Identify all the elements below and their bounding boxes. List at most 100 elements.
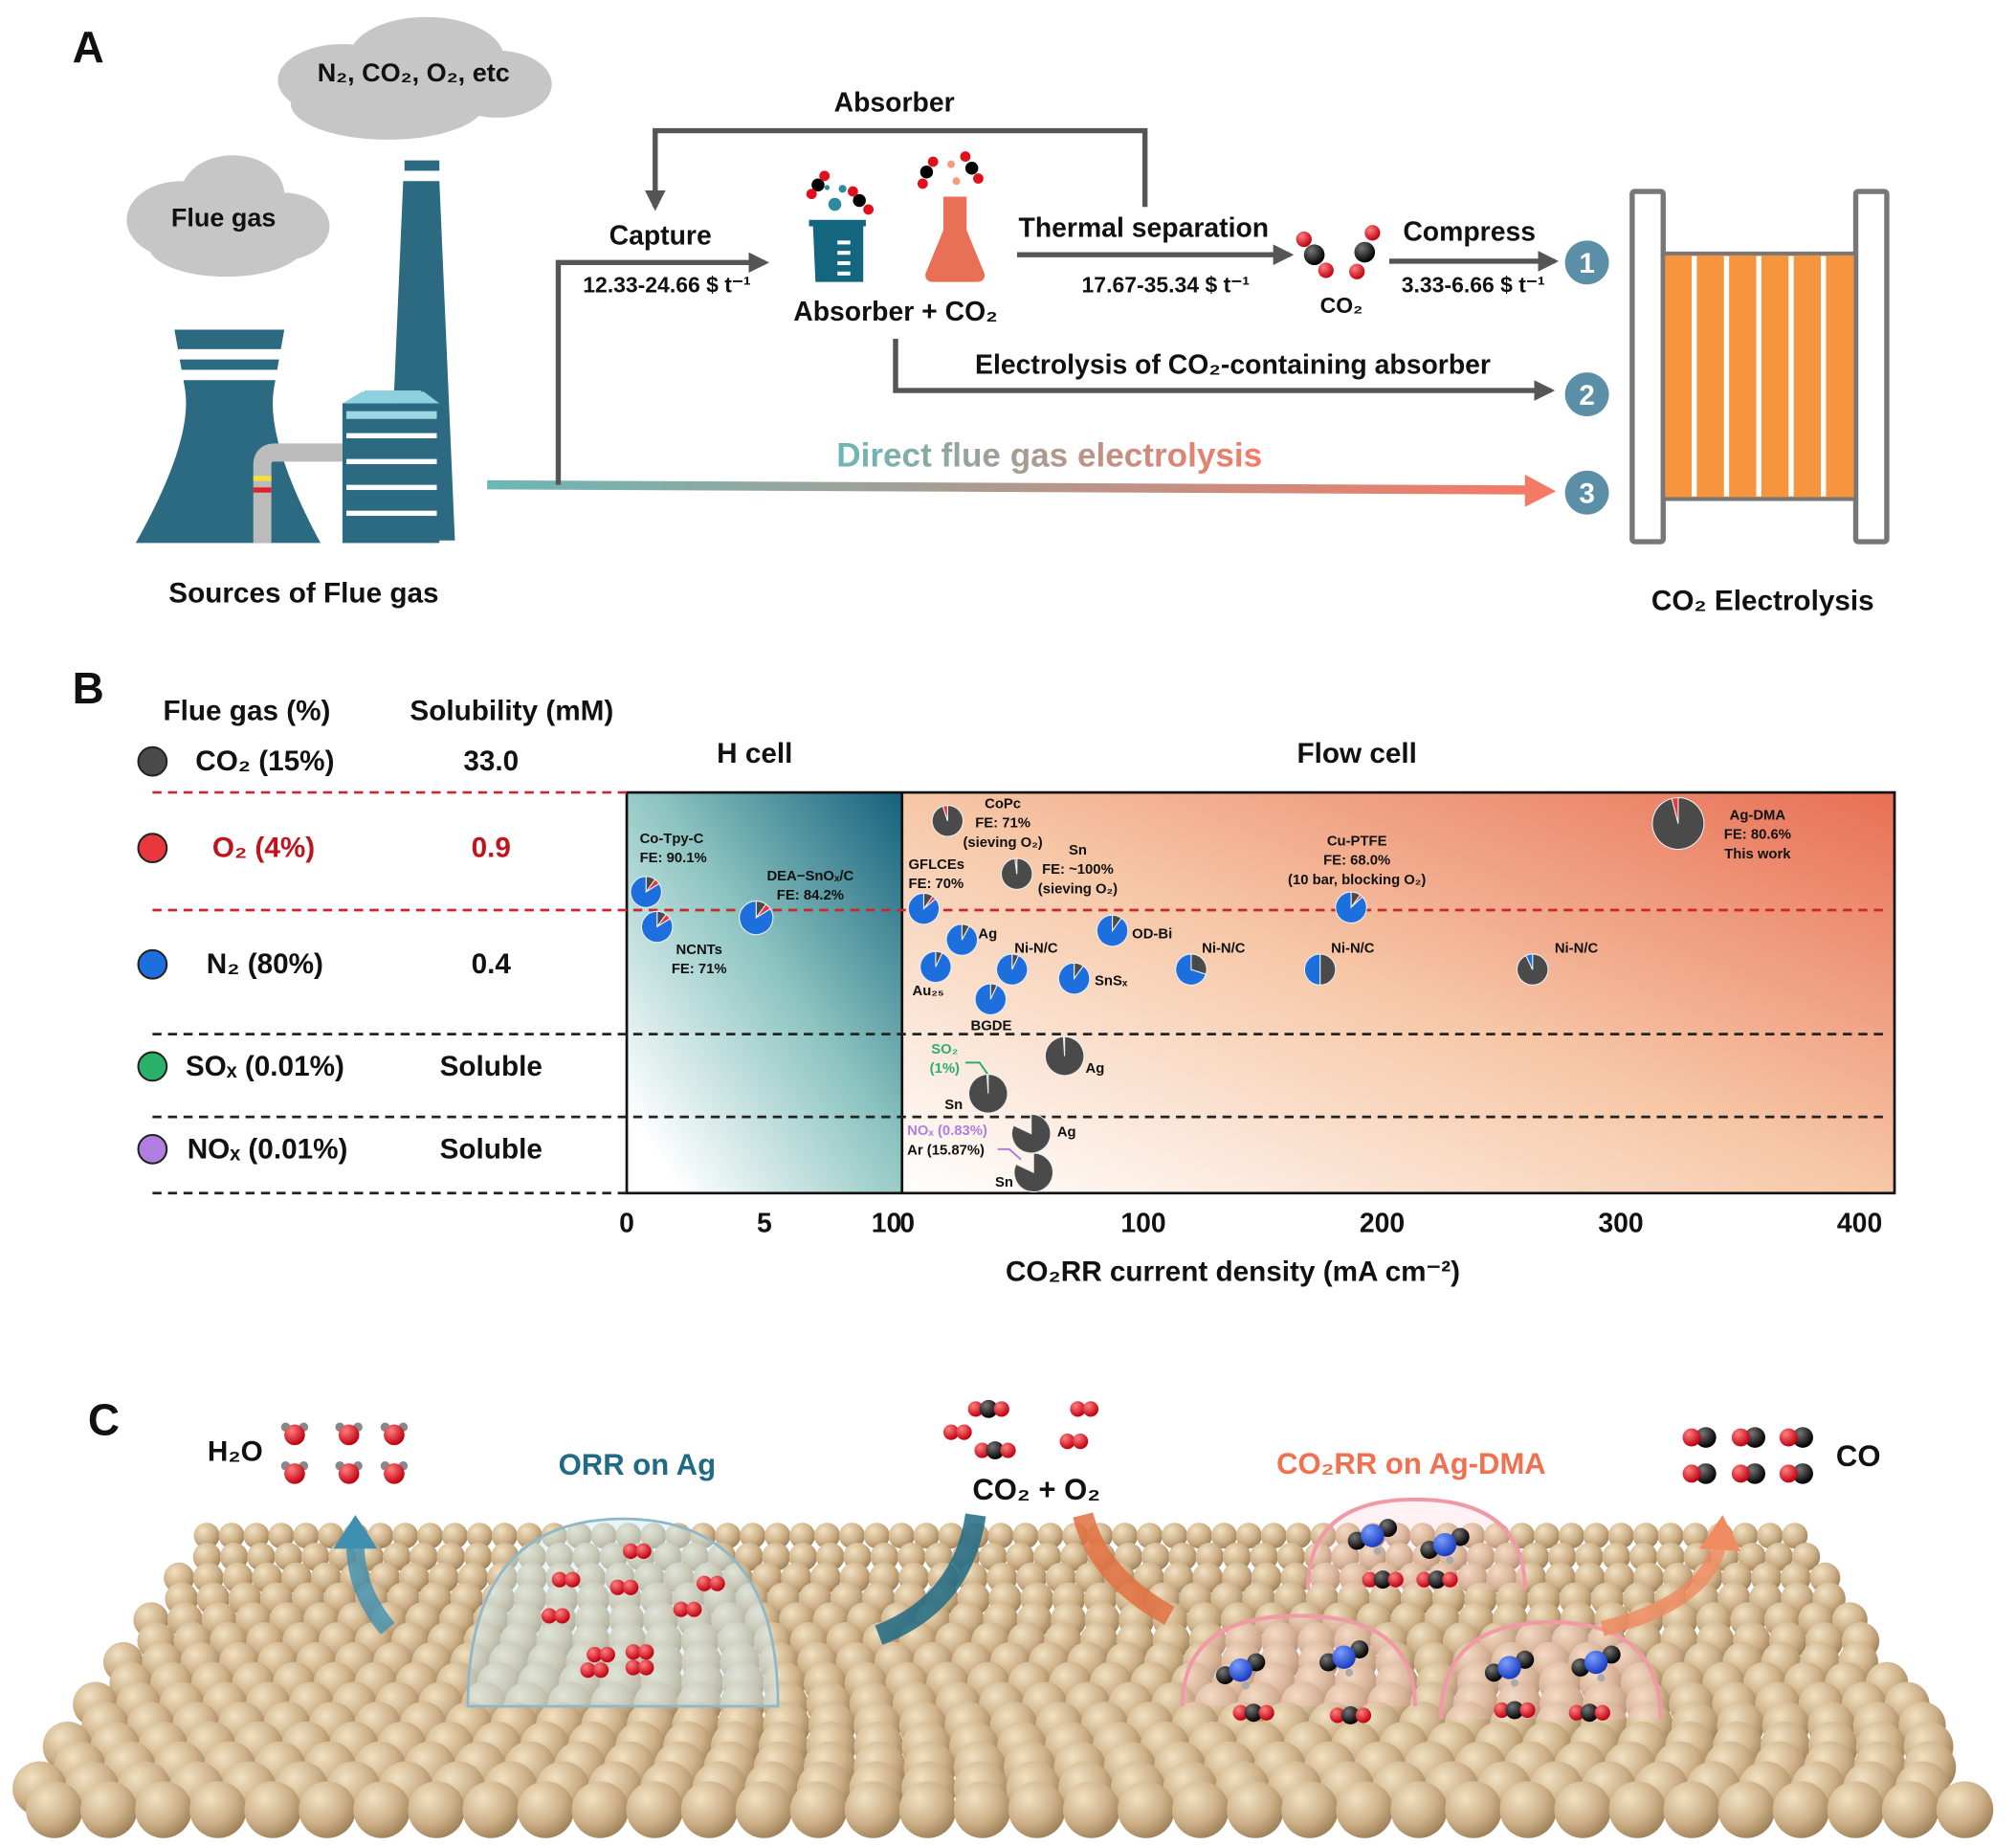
cloud-emissions <box>277 16 552 141</box>
arrowhead-icon <box>1524 474 1557 507</box>
gas-dot-icon <box>137 1133 168 1165</box>
tick-label: 0 <box>619 1208 634 1238</box>
atom <box>1070 1401 1086 1417</box>
point-label: CoPc FE: 71% (sieving O₂) <box>963 796 1042 851</box>
point-label-line: GFLCEs <box>909 857 965 873</box>
ag-atom <box>1390 1781 1448 1838</box>
ag-atom <box>1063 1781 1120 1838</box>
atom <box>1792 1427 1813 1448</box>
point-label-line: FE: 71% <box>672 962 727 977</box>
point-label-line: Sn <box>995 1175 1013 1190</box>
cloud-flue-gas <box>126 155 330 278</box>
gas-dot-icon <box>137 1051 168 1082</box>
pie-marker <box>1651 796 1705 851</box>
atom <box>1779 1464 1798 1483</box>
ag-atom <box>1608 1781 1666 1838</box>
pie-slice-co2 <box>1319 953 1337 986</box>
atom <box>942 1424 960 1440</box>
atom <box>1682 1428 1701 1447</box>
pie-marker <box>1010 1113 1052 1154</box>
h2o-label: H₂O <box>208 1435 263 1467</box>
ag-atom <box>1285 1523 1312 1549</box>
atom <box>1744 1463 1765 1484</box>
ag-atom <box>1336 1781 1393 1838</box>
ag-atom <box>1385 1542 1414 1571</box>
atom <box>1568 1704 1584 1721</box>
ag-atom <box>740 1523 766 1549</box>
ag-atom <box>299 1781 356 1838</box>
atom <box>696 1575 713 1591</box>
gas-dot-icon <box>137 948 168 980</box>
solubility-value: 0.9 <box>472 833 511 864</box>
ag-atom <box>1881 1781 1939 1838</box>
sources-label: Sources of Flue gas <box>168 578 438 610</box>
point-label-line: Co-Tpy-C <box>640 832 704 847</box>
gas-label: NOₓ (0.01%) <box>188 1133 348 1165</box>
ag-atom <box>516 1523 543 1549</box>
panel-a: A N₂, CO₂, O₂, etc Flue gas Sources of F… <box>73 16 1890 617</box>
point-label-line: Sn <box>944 1098 963 1113</box>
solubility-value: Soluble <box>440 1051 543 1082</box>
atom <box>1000 1442 1016 1458</box>
gas-label: SOₓ (0.01%) <box>186 1051 344 1082</box>
atom <box>592 1662 609 1679</box>
ag-atom <box>353 1781 410 1838</box>
ag-atom <box>1936 1781 1994 1838</box>
thermal-separation-label: Thermal separation <box>1019 212 1270 243</box>
thermal-cost: 17.67-35.34 $ t⁻¹ <box>1082 272 1250 297</box>
atom <box>1073 1434 1089 1450</box>
point-label-line: (sieving O₂) <box>963 835 1042 851</box>
ag-atom <box>715 1523 742 1549</box>
atom <box>1362 1571 1378 1588</box>
route-1-badge: 1 <box>1579 248 1595 279</box>
ag-atom <box>888 1523 915 1549</box>
atom <box>1597 1674 1606 1682</box>
atom <box>638 1659 654 1676</box>
pie-marker <box>640 910 674 944</box>
ag-atom <box>189 1781 247 1838</box>
atom <box>993 1401 1009 1417</box>
compress-cost: 3.33-6.66 $ t⁻¹ <box>1402 272 1545 297</box>
atom <box>1059 1434 1075 1450</box>
point-label: Ag <box>1057 1124 1076 1140</box>
header-solubility: Solubility (mM) <box>410 695 613 726</box>
ag-atom <box>953 1781 1011 1838</box>
atom <box>625 1659 641 1676</box>
pie-slice-n2 <box>739 900 774 936</box>
ag-atom <box>788 1523 815 1549</box>
compress-label: Compress <box>1403 216 1536 247</box>
row-dividers <box>152 790 1890 1195</box>
ag-atom <box>863 1523 890 1549</box>
point-label: OD-Bi <box>1132 927 1172 943</box>
h-cell-title: H cell <box>717 738 792 769</box>
atom <box>1428 1570 1447 1590</box>
ag-atom <box>1717 1781 1775 1838</box>
ag-atom <box>1657 1523 1684 1549</box>
atom <box>1584 1650 1608 1675</box>
pie-marker <box>931 805 964 837</box>
pie-marker <box>1517 953 1549 986</box>
atom <box>967 1401 984 1417</box>
ag-atom <box>1772 1781 1830 1838</box>
so2-annotation: SO₂ (1%) <box>930 1042 960 1077</box>
point-label: Ni-N/C <box>1014 942 1058 957</box>
point-label-line: FE: 90.1% <box>640 851 707 866</box>
tick-label: 400 <box>1837 1208 1882 1238</box>
pie-slice-o2 <box>942 805 948 821</box>
point-label-line: FE: 70% <box>909 877 964 892</box>
atom <box>1432 1533 1457 1557</box>
ag-atom <box>268 1523 295 1549</box>
point-label-line: Au₂₅ <box>913 984 944 999</box>
ag-atom <box>1161 1523 1187 1549</box>
reactant-arrow-co2rr <box>1073 1512 1175 1625</box>
flask-icon <box>917 151 986 282</box>
panel-a-label: A <box>73 22 104 72</box>
pie-marker <box>968 1073 1008 1114</box>
orr-product-arrow <box>345 1544 395 1635</box>
gas-table: CO₂ (15%) 33.0 O₂ (4%) 0.9 N₂ (80%) 0.4 SOₓ (0… <box>137 745 543 1165</box>
atom <box>956 1424 972 1440</box>
point-label-line: Ag <box>1057 1124 1076 1140</box>
point-label-line: Ni-N/C <box>1014 942 1058 957</box>
atom <box>1373 1546 1382 1555</box>
